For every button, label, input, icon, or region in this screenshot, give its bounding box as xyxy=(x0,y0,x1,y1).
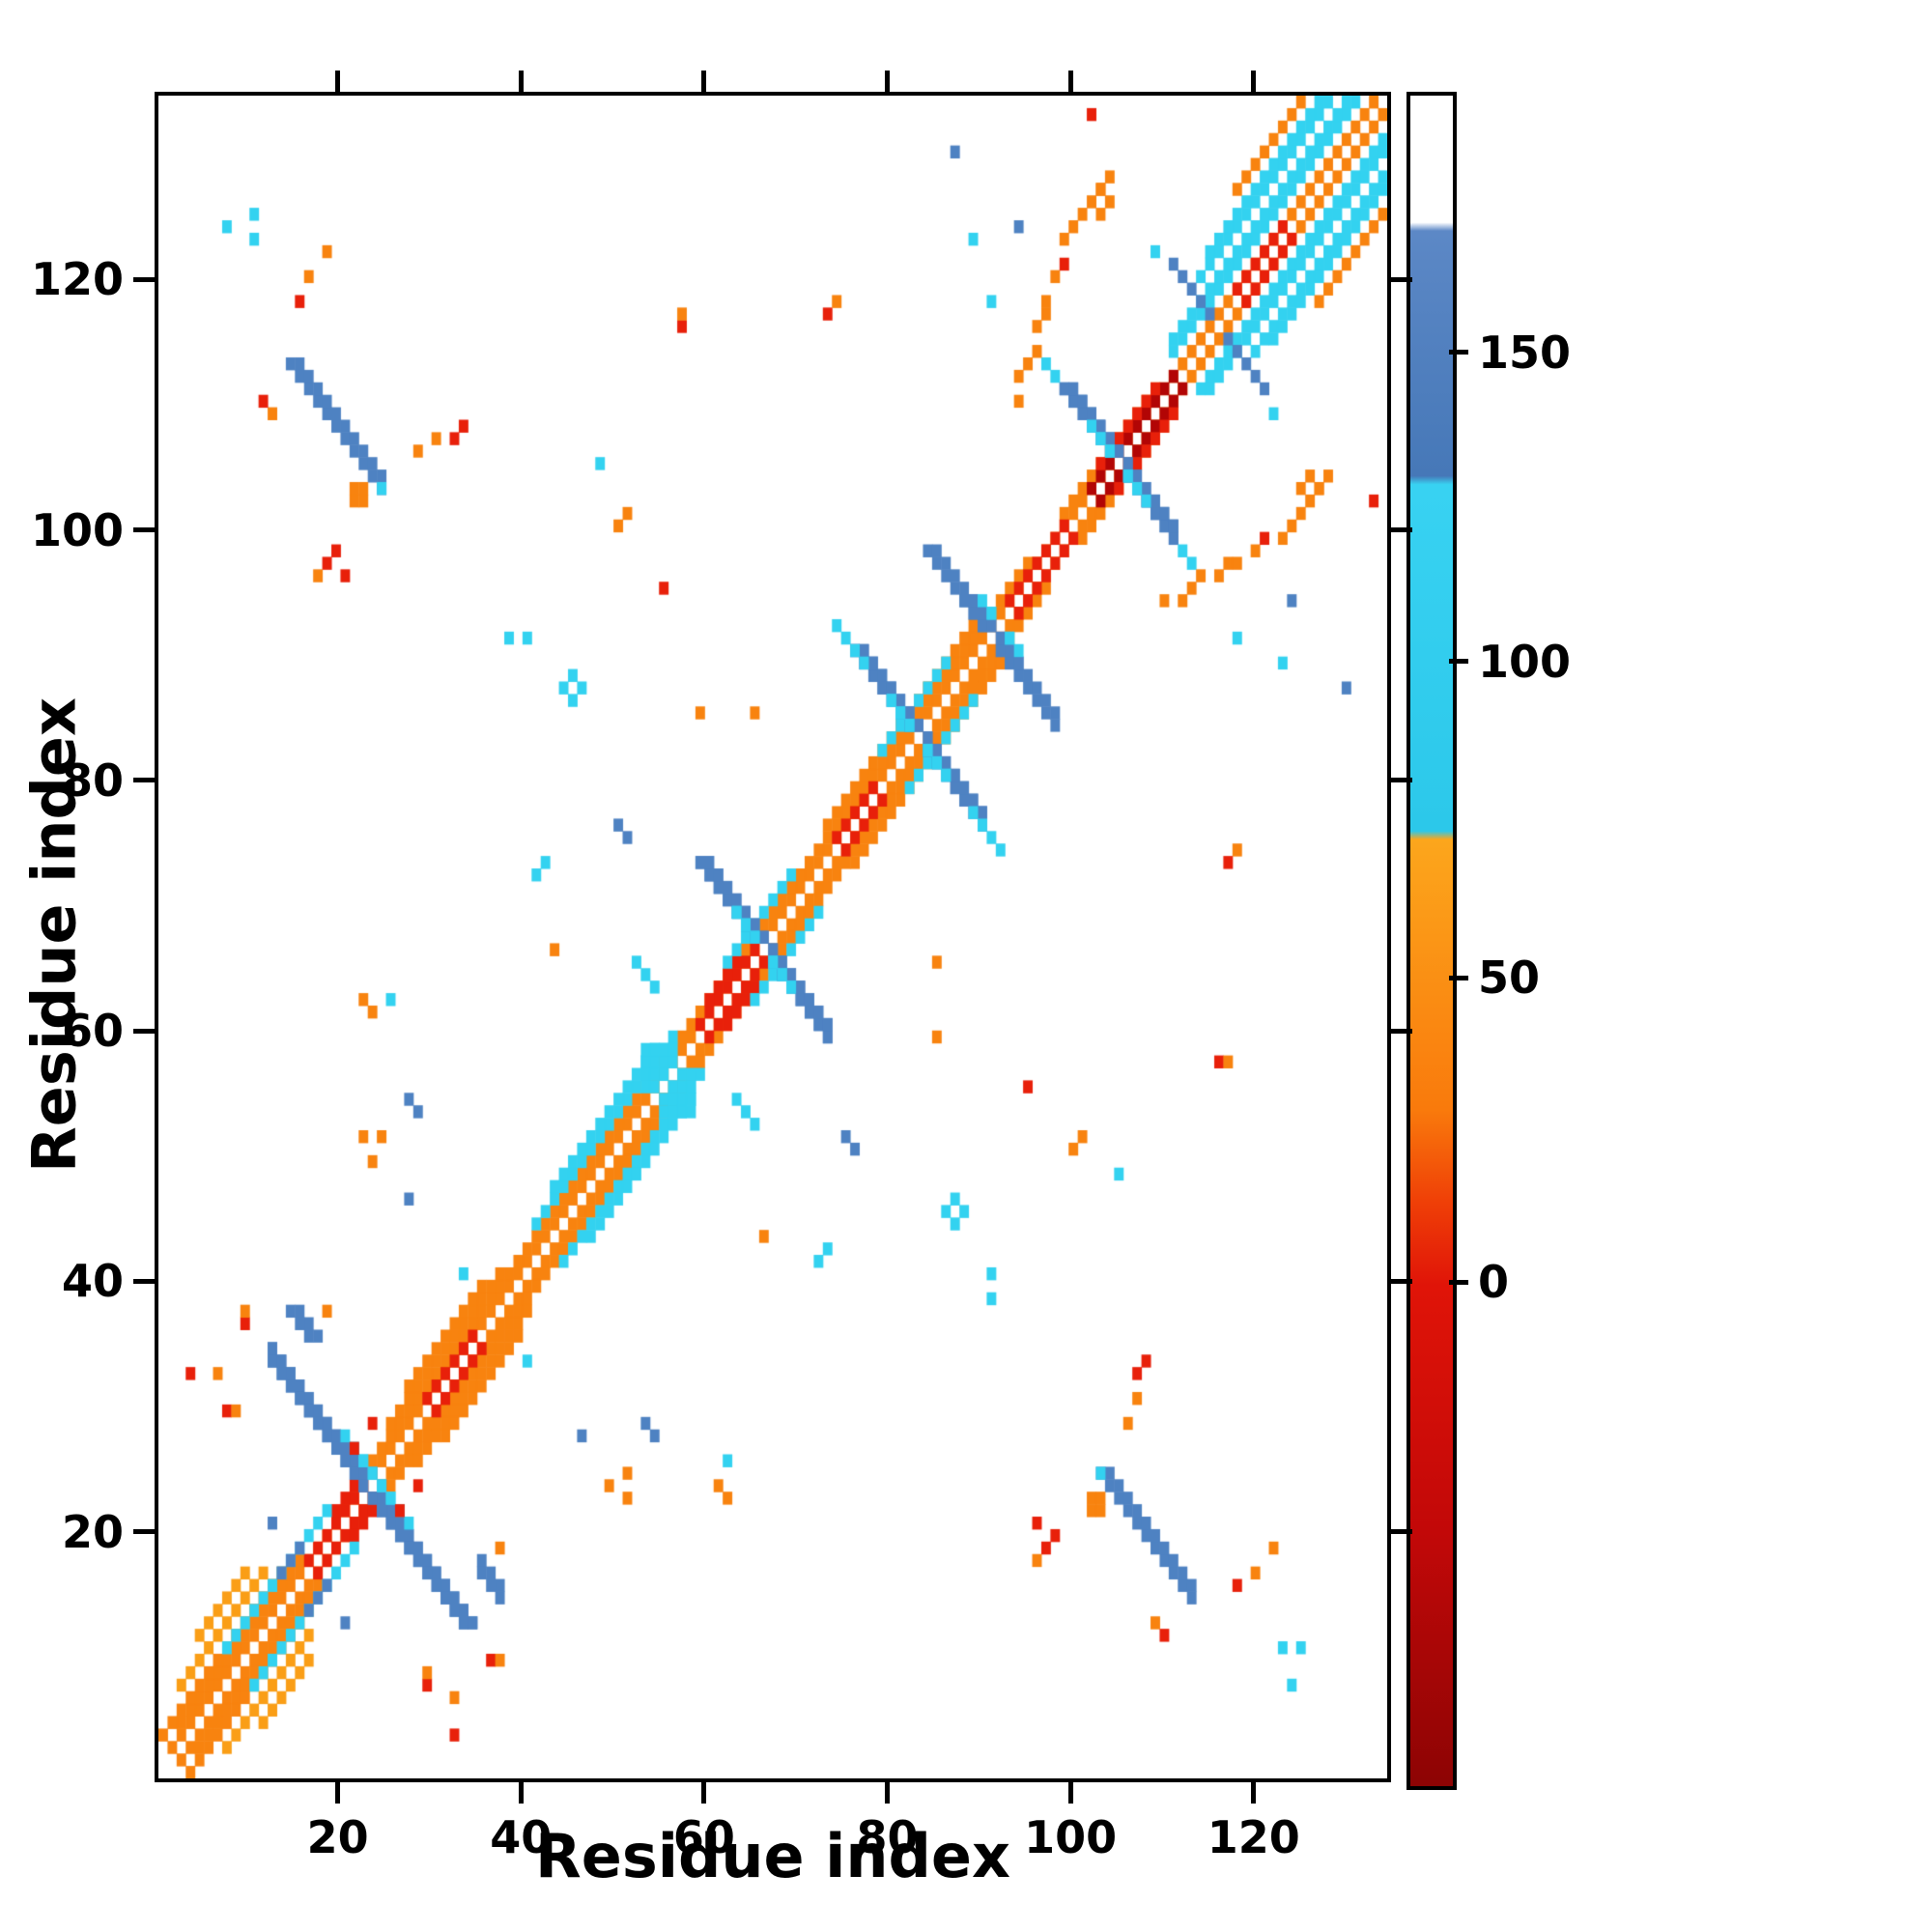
colorbar-tick-label: 100 xyxy=(1478,635,1572,688)
x-tick xyxy=(1067,1782,1073,1804)
x-tick xyxy=(518,1782,524,1804)
x-tick-label: 20 xyxy=(306,1811,369,1863)
y-tick-right xyxy=(1391,778,1412,783)
x-tick xyxy=(1251,1782,1257,1804)
x-tick-label: 60 xyxy=(672,1811,735,1863)
contact-map-heatmap xyxy=(158,96,1387,1778)
y-tick-label: 120 xyxy=(30,253,124,306)
y-tick xyxy=(133,1529,155,1535)
x-tick xyxy=(885,1782,891,1804)
plot-area xyxy=(155,92,1391,1782)
x-tick-top xyxy=(701,71,707,92)
y-tick-label: 80 xyxy=(61,753,124,807)
x-tick-top xyxy=(335,71,341,92)
x-tick-label: 80 xyxy=(856,1811,919,1863)
colorbar-tick-label: 0 xyxy=(1478,1256,1510,1308)
colorbar-tick xyxy=(1449,659,1468,665)
x-tick-top xyxy=(1251,71,1257,92)
x-tick-label: 40 xyxy=(490,1811,553,1863)
colorbar-tick-label: 50 xyxy=(1478,952,1541,1004)
x-tick xyxy=(701,1782,707,1804)
y-tick-label: 60 xyxy=(61,1005,124,1058)
x-tick xyxy=(335,1782,341,1804)
y-tick-right xyxy=(1391,1028,1412,1034)
colorbar-tick xyxy=(1449,1279,1468,1285)
colorbar-tick-label: 150 xyxy=(1478,326,1572,379)
y-tick-right xyxy=(1391,276,1412,282)
colorbar-tick xyxy=(1449,350,1468,355)
y-tick-label: 100 xyxy=(30,503,124,556)
y-tick xyxy=(133,276,155,282)
x-tick-top xyxy=(1067,71,1073,92)
x-tick-label: 120 xyxy=(1207,1811,1300,1863)
y-tick-right xyxy=(1391,1529,1412,1535)
y-tick-right xyxy=(1391,1278,1412,1284)
y-tick xyxy=(133,1278,155,1284)
y-tick xyxy=(133,527,155,533)
x-tick-label: 100 xyxy=(1024,1811,1118,1863)
y-tick-label: 40 xyxy=(61,1255,124,1308)
y-tick xyxy=(133,778,155,783)
y-tick-label: 20 xyxy=(61,1505,124,1558)
colorbar-tick xyxy=(1449,975,1468,980)
colorbar-gradient xyxy=(1410,96,1453,1786)
y-tick xyxy=(133,1028,155,1034)
x-tick-top xyxy=(518,71,524,92)
y-tick-right xyxy=(1391,527,1412,533)
x-tick-top xyxy=(885,71,891,92)
x-axis-title: Residue index xyxy=(535,1821,1010,1891)
colorbar xyxy=(1406,92,1457,1790)
